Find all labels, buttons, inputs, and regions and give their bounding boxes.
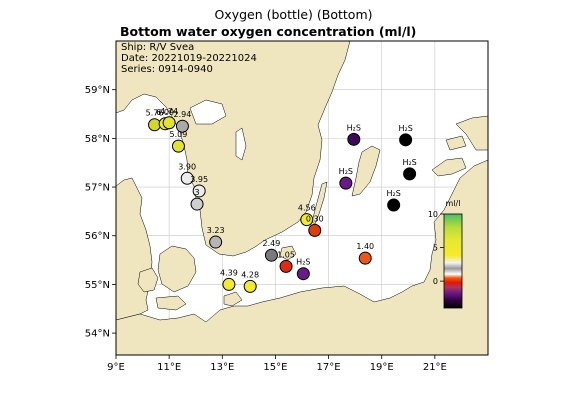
station-label: 4.39 <box>220 268 238 277</box>
station-marker[interactable] <box>300 213 314 227</box>
lon-tick-label: 17°E <box>317 362 341 373</box>
station-marker[interactable] <box>148 118 162 132</box>
colorbar: ml/l 10 5 0 <box>428 199 463 309</box>
stations: 5.766.094.742.94 5.09 3.90 3.95 3 3.23 4.39 4.2… <box>146 107 417 293</box>
land-estonia <box>455 115 488 151</box>
station-label: 0.30 <box>306 214 324 223</box>
station-label: 4.56 <box>298 204 316 213</box>
station-marker[interactable] <box>399 133 413 147</box>
info-series: Series: 0914-0940 <box>121 64 213 75</box>
land-hiiumaa <box>445 135 467 151</box>
station-label: H₂S <box>347 123 361 132</box>
land-rugen <box>223 291 243 307</box>
map-frame <box>115 40 489 356</box>
land-saaremaa <box>431 157 467 177</box>
station-marker[interactable] <box>403 167 417 181</box>
lat-tick-label: 57°N <box>85 183 110 194</box>
station-label: H₂S <box>296 258 310 267</box>
lake-vanern <box>189 99 227 125</box>
colorbar-unit: ml/l <box>446 199 461 208</box>
land-bornholm <box>279 245 297 261</box>
station-marker[interactable] <box>308 223 322 237</box>
colorbar-swatch <box>443 213 463 309</box>
station-label: H₂S <box>387 189 401 198</box>
station-marker[interactable] <box>175 119 189 133</box>
station-label: 4.28 <box>241 270 259 279</box>
station-label: 5.09 <box>170 130 188 139</box>
lake-vattern <box>235 127 247 161</box>
colorbar-tick-label: 10 <box>428 210 438 219</box>
station-label: 2.94 <box>174 110 192 119</box>
station-marker[interactable] <box>171 139 185 153</box>
station-label: 3 <box>194 188 199 197</box>
station-label: 5.76 <box>146 109 164 118</box>
colorbar-ticks: 10 5 0 <box>428 210 444 286</box>
lon-tick-label: 9°E <box>107 362 125 373</box>
station-marker[interactable] <box>180 171 194 185</box>
info-date: Date: 20221019-20221024 <box>121 53 257 64</box>
station-label: 4.74 <box>160 107 178 116</box>
lat-tick-label: 58°N <box>85 134 110 145</box>
station-marker[interactable] <box>264 248 278 262</box>
station-marker[interactable] <box>387 198 401 212</box>
station-label: H₂S <box>339 167 353 176</box>
lat-tick-label: 54°N <box>85 329 110 340</box>
station-marker[interactable] <box>192 184 206 198</box>
station-marker[interactable] <box>209 235 223 249</box>
station-label: 3.95 <box>190 175 208 184</box>
land-gotland <box>351 145 381 197</box>
station-marker[interactable] <box>162 116 176 130</box>
station-label: 6.09 <box>156 108 174 117</box>
station-label: H₂S <box>402 158 416 167</box>
station-label: 3.90 <box>178 162 196 171</box>
station-label: 1.40 <box>356 242 374 251</box>
land-scandinavia <box>116 41 351 257</box>
station-marker[interactable] <box>279 259 293 273</box>
station-label: 3.23 <box>207 226 225 235</box>
longitude-ticks: 9°E 11°E 13°E 15°E 17°E 19°E 21°E <box>107 355 447 373</box>
land-funen <box>137 267 159 293</box>
lakes <box>189 99 247 161</box>
station-marker[interactable] <box>347 132 361 146</box>
land-south-coast <box>116 159 488 355</box>
lon-tick-label: 11°E <box>157 362 181 373</box>
lat-tick-label: 55°N <box>85 280 110 291</box>
station-marker[interactable] <box>358 251 372 265</box>
station-label: 1.05 <box>277 250 295 259</box>
info-ship: Ship: R/V Svea <box>121 42 195 53</box>
lon-tick-label: 19°E <box>370 362 394 373</box>
land-oland <box>311 181 328 225</box>
lat-tick-label: 59°N <box>85 85 110 96</box>
latitude-ticks: 59°N 58°N 57°N 56°N 55°N 54°N <box>85 85 116 340</box>
land-zealand <box>157 245 197 293</box>
station-label: H₂S <box>398 124 412 133</box>
lon-tick-label: 13°E <box>210 362 234 373</box>
land-lolland <box>155 295 187 311</box>
lon-tick-label: 21°E <box>423 362 447 373</box>
station-marker[interactable] <box>190 197 204 211</box>
station-marker[interactable] <box>339 176 353 190</box>
station-marker[interactable] <box>222 277 236 291</box>
land-areas <box>116 41 488 355</box>
station-marker[interactable] <box>296 267 310 281</box>
colorbar-tick-label: 5 <box>433 244 438 253</box>
lat-tick-label: 56°N <box>85 231 110 242</box>
lon-tick-label: 15°E <box>263 362 287 373</box>
station-label: 2.49 <box>263 239 281 248</box>
colorbar-tick-label: 0 <box>433 277 438 286</box>
suptitle: Oxygen (bottle) (Bottom) <box>214 7 373 22</box>
station-marker[interactable] <box>243 279 257 293</box>
map-title: Bottom water oxygen concentration (ml/l) <box>120 24 417 39</box>
